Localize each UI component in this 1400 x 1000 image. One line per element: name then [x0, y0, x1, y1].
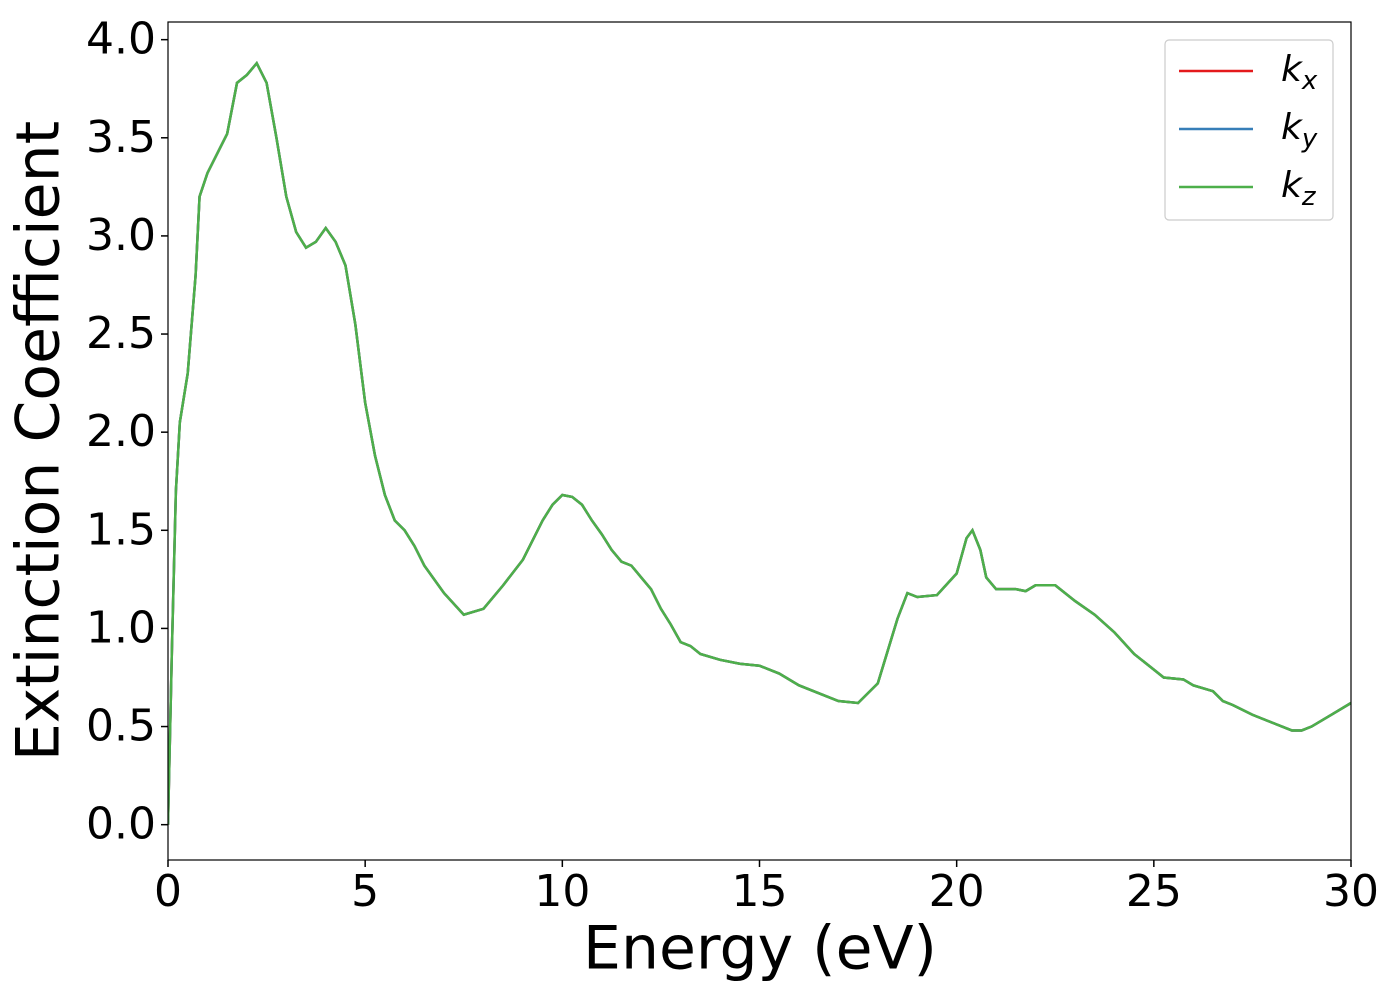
legend-label: kx: [1281, 49, 1318, 96]
x-tick-label: 20: [929, 866, 985, 917]
x-axis-title: Energy (eV): [583, 914, 937, 984]
legend-label: ky: [1281, 107, 1318, 154]
x-tick-label: 0: [154, 866, 182, 917]
plot-frame: [167, 21, 1352, 861]
y-tick-label: 1.0: [86, 602, 156, 653]
x-tick-label: 30: [1323, 866, 1379, 917]
y-tick-label: 2.5: [86, 308, 156, 359]
y-tick-label: 0.0: [86, 799, 156, 850]
line-series: [168, 60, 1351, 825]
y-tick-label: 3.0: [86, 210, 156, 261]
legend-label: kz: [1281, 165, 1317, 212]
x-tick-label: 10: [534, 866, 590, 917]
y-axis-title: Extinction Coefficient: [4, 121, 74, 761]
y-tick-label: 4.0: [86, 14, 156, 65]
y-tick-label: 1.5: [86, 504, 156, 555]
y-tick-label: 3.5: [86, 112, 156, 163]
x-tick-label: 25: [1126, 866, 1182, 917]
y-tick-label: 0.5: [86, 701, 156, 752]
y-tick-label: 2.0: [86, 406, 156, 457]
x-tick-label: 15: [732, 866, 788, 917]
x-tick-label: 5: [351, 866, 379, 917]
